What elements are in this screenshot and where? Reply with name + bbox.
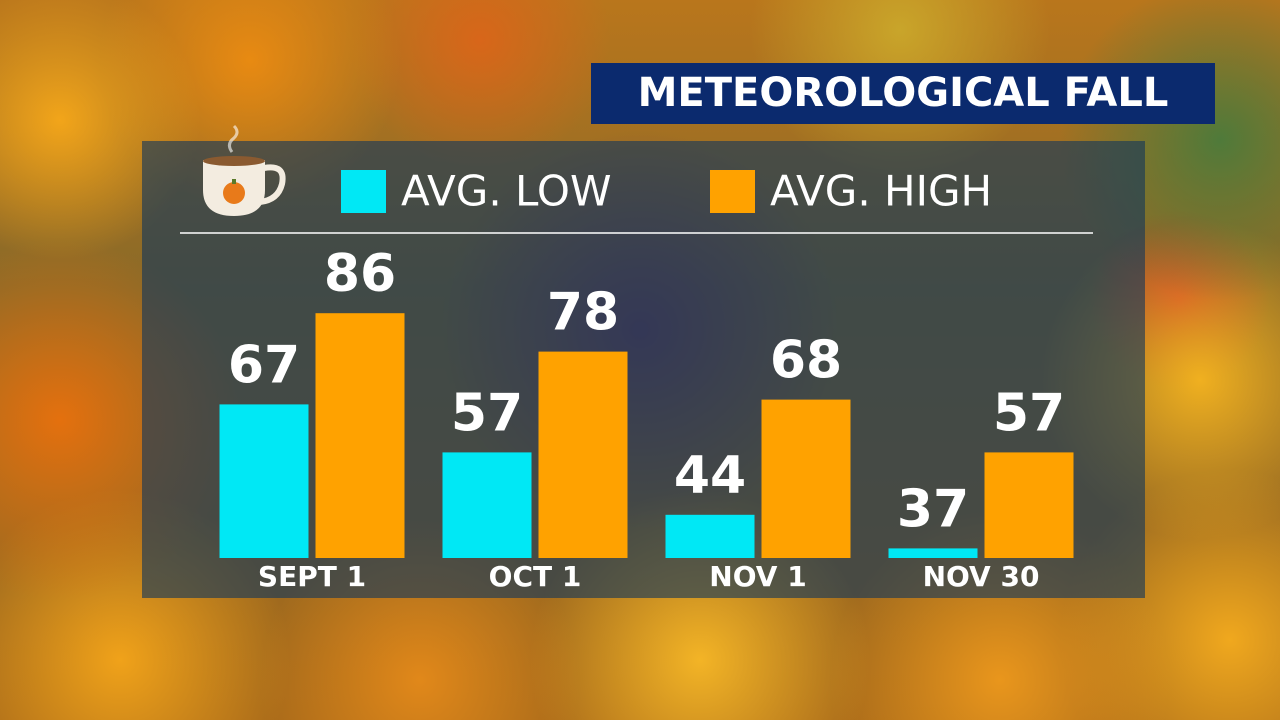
value-label: 57 <box>993 383 1065 443</box>
x-tick-label: SEPT 1 <box>258 560 366 593</box>
x-tick-label: NOV 1 <box>709 560 806 593</box>
value-label: 86 <box>324 244 396 304</box>
chart-panel <box>142 141 1145 598</box>
value-label: 68 <box>770 331 842 391</box>
value-label: 57 <box>451 383 523 443</box>
legend-swatch <box>341 170 386 213</box>
value-label: 44 <box>674 446 746 506</box>
x-tick-label: NOV 30 <box>923 560 1040 593</box>
value-label: 78 <box>547 283 619 343</box>
bar <box>888 548 978 558</box>
chart-title: METEOROLOGICAL FALL <box>638 70 1169 116</box>
bar <box>442 452 532 558</box>
legend-swatch <box>710 170 755 213</box>
title-box <box>591 63 1215 124</box>
legend-label: AVG. LOW <box>401 167 612 216</box>
legend-label: AVG. HIGH <box>770 167 992 216</box>
value-label: 67 <box>228 335 300 395</box>
bar <box>665 514 755 558</box>
bar <box>538 351 628 558</box>
bar <box>984 452 1074 558</box>
bar <box>761 399 851 558</box>
bar <box>219 404 309 558</box>
mug-icon <box>203 124 286 216</box>
value-label: 37 <box>897 479 969 539</box>
bar <box>315 313 405 558</box>
x-tick-label: OCT 1 <box>489 560 582 593</box>
